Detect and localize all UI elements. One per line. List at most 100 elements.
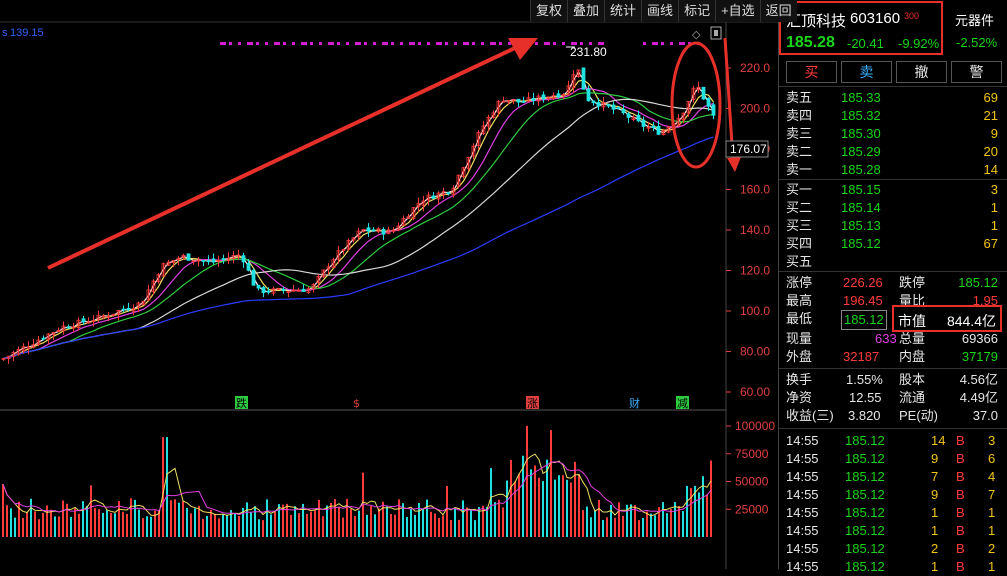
signal-dot (652, 42, 658, 45)
candle-body (601, 102, 606, 108)
diamond-icon[interactable]: ◇ (692, 28, 701, 41)
bid-level-label: 买四 (786, 236, 813, 251)
volume-bar (690, 488, 692, 537)
tick-time: 14:55 (786, 433, 819, 448)
volume-bar (10, 508, 12, 537)
ma-readout: 139.15 (10, 27, 44, 39)
stats-row-eps: 收益(三) 3.820 PE(动) 37.0 (779, 407, 1007, 425)
ask-volume: 20 (983, 144, 998, 159)
alert-button[interactable]: 警 (951, 61, 1002, 83)
toolbar-overlay-button[interactable]: 叠加 (567, 0, 604, 22)
candle-body (556, 93, 561, 98)
volume-bar (694, 485, 696, 537)
bid-price: 185.15 (841, 182, 881, 197)
bid-volume: 1 (990, 200, 998, 215)
volume-bar (550, 430, 552, 537)
volume-bar (222, 514, 224, 537)
candle-body (656, 125, 661, 135)
sector-name[interactable]: 元器件 (955, 13, 995, 28)
candle-body (571, 74, 576, 89)
candle-body (256, 284, 261, 289)
signal-dot (364, 42, 367, 45)
event-markers: 跌 $ 涨 财 减 (235, 396, 689, 410)
volume-bar (186, 507, 188, 537)
candle-body (66, 326, 71, 329)
toolbar-draw-line-button[interactable]: 画线 (641, 0, 678, 22)
candle-body (681, 112, 686, 121)
signal-dot-band (220, 42, 700, 45)
signal-dot (562, 42, 565, 45)
candle-body (91, 320, 96, 322)
volume-bar (666, 513, 668, 537)
toolbar-add-watchlist-button[interactable]: +自选 (715, 0, 760, 22)
volume-bar (642, 517, 644, 537)
tick-count: 1 (988, 505, 996, 520)
tick-volume: 9 (931, 487, 939, 502)
candle-body (591, 100, 596, 104)
cancel-order-button[interactable]: 撤 (896, 61, 947, 83)
market-cap-value: 844.4亿 (946, 313, 996, 329)
candle-body (226, 257, 231, 262)
event-marker[interactable]: 减 (677, 397, 688, 410)
candle-body (376, 228, 381, 233)
volume-bar (382, 501, 384, 537)
bid-row: 买二 185.14 1 (779, 199, 1007, 217)
candle-body (411, 207, 416, 219)
event-marker[interactable]: 财 (629, 396, 640, 410)
event-marker[interactable]: 涨 (527, 397, 538, 410)
volume-bar (402, 503, 404, 537)
candle-body (251, 269, 256, 286)
volume-bar (274, 511, 276, 537)
candle-body (521, 100, 526, 103)
volume-bar (342, 517, 344, 537)
buy-button[interactable]: 买 (786, 61, 837, 83)
toolbar-statistics-button[interactable]: 统计 (604, 0, 641, 22)
signal-dot (391, 42, 394, 45)
panel-toggle-icon[interactable] (710, 26, 722, 40)
price-tick-label: 120.0 (740, 264, 770, 278)
signal-dot (553, 42, 556, 45)
bid-level-label: 买三 (786, 218, 813, 233)
toolbar-mark-button[interactable]: 标记 (678, 0, 715, 22)
candle-body (646, 126, 651, 129)
volume-bar (354, 515, 356, 537)
candle-body (431, 195, 436, 199)
volume-bar (182, 501, 184, 537)
candle-body (486, 117, 491, 127)
ask-level-label: 卖二 (786, 144, 813, 159)
kline-chart[interactable]: 220.0200.0180.0160.0140.0120.0100.080.00… (0, 0, 778, 569)
candle-body (436, 192, 441, 200)
toolbar-back-button[interactable]: 返回 (759, 0, 797, 22)
stats-row-volume: 现量 633 总量 69366 (779, 330, 1007, 348)
kline-chart-area[interactable]: 220.0200.0180.0160.0140.0120.0100.080.00… (0, 0, 797, 569)
candle-body (666, 126, 671, 133)
signal-dot (589, 42, 592, 45)
event-marker[interactable]: $ (353, 397, 360, 410)
candle-body (201, 260, 206, 262)
signal-dot (643, 42, 646, 45)
tick-time: 14:55 (786, 487, 819, 502)
volume-bar (318, 499, 320, 537)
candle-body (386, 229, 391, 235)
tick-time: 14:55 (786, 541, 819, 556)
volume-bar (466, 507, 468, 537)
candle-body (531, 97, 536, 102)
toolbar-restore-rights-button[interactable]: 复权 (530, 0, 567, 22)
candle-body (156, 274, 161, 283)
signal-dot (454, 42, 457, 45)
candle-body (621, 108, 626, 114)
signal-dot (445, 42, 448, 45)
volume-bar (170, 500, 172, 537)
volume-bar (418, 503, 420, 537)
volume-bar (582, 510, 584, 537)
volume-bar (26, 512, 28, 537)
candle-body (21, 346, 26, 352)
price-tick-label: 160.0 (740, 183, 770, 197)
event-marker[interactable]: 跌 (236, 396, 247, 410)
signal-dot (535, 42, 538, 45)
candle-body (476, 132, 481, 146)
sell-button[interactable]: 卖 (841, 61, 892, 83)
bid-row: 买三 185.13 1 (779, 217, 1007, 235)
volume-bar (490, 468, 492, 537)
candle-body (396, 225, 401, 231)
